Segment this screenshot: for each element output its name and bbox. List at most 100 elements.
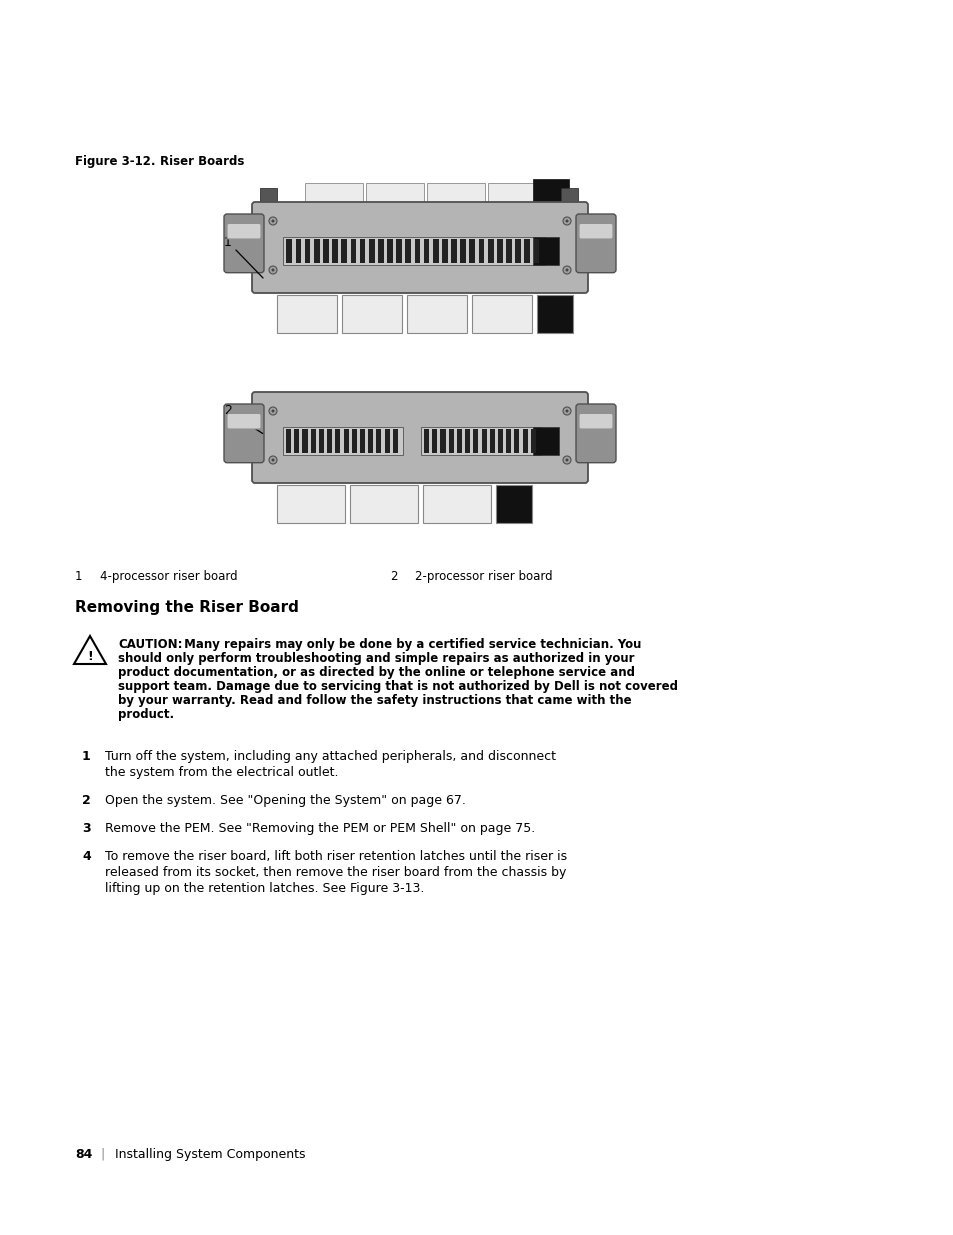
Text: should only perform troubleshooting and simple repairs as authorized in your: should only perform troubleshooting and …: [118, 652, 634, 664]
Bar: [465, 430, 470, 452]
Bar: [514, 430, 519, 452]
Bar: [327, 430, 332, 452]
Circle shape: [565, 268, 568, 272]
Bar: [332, 240, 337, 263]
Text: 3: 3: [82, 823, 91, 835]
Circle shape: [272, 458, 274, 462]
Bar: [304, 240, 310, 263]
Bar: [515, 240, 520, 263]
Bar: [537, 295, 573, 333]
Circle shape: [562, 408, 571, 415]
Circle shape: [272, 220, 274, 222]
Bar: [283, 237, 544, 264]
Bar: [415, 240, 420, 263]
Circle shape: [269, 456, 276, 464]
Bar: [432, 430, 437, 452]
Circle shape: [269, 408, 276, 415]
Bar: [335, 430, 340, 452]
Bar: [318, 430, 324, 452]
Bar: [422, 485, 491, 522]
Bar: [311, 430, 315, 452]
Bar: [560, 188, 578, 203]
Text: 2: 2: [390, 571, 397, 583]
Text: product documentation, or as directed by the online or telephone service and: product documentation, or as directed by…: [118, 666, 635, 679]
Text: support team. Damage due to servicing that is not authorized by Dell is not cove: support team. Damage due to servicing th…: [118, 680, 678, 693]
Bar: [441, 240, 447, 263]
Bar: [295, 240, 301, 263]
Bar: [427, 183, 484, 205]
Text: 2: 2: [224, 404, 232, 416]
Text: |: |: [100, 1149, 104, 1161]
Circle shape: [565, 220, 568, 222]
Bar: [314, 240, 319, 263]
Text: the system from the electrical outlet.: the system from the electrical outlet.: [105, 766, 338, 779]
Circle shape: [269, 217, 276, 225]
Bar: [302, 430, 307, 452]
Bar: [276, 295, 336, 333]
Bar: [420, 427, 540, 454]
Bar: [460, 240, 466, 263]
Bar: [366, 183, 423, 205]
Text: Figure 3-12.: Figure 3-12.: [75, 156, 155, 168]
Bar: [497, 240, 502, 263]
Polygon shape: [74, 636, 106, 664]
Text: 2: 2: [82, 794, 91, 806]
Text: 2-processor riser board: 2-processor riser board: [415, 571, 552, 583]
Bar: [524, 240, 530, 263]
Bar: [473, 430, 478, 452]
Circle shape: [562, 217, 571, 225]
Bar: [496, 485, 532, 522]
Bar: [472, 295, 532, 333]
Bar: [522, 430, 527, 452]
Bar: [283, 427, 402, 454]
Bar: [506, 240, 511, 263]
Bar: [533, 237, 558, 264]
Text: Installing System Components: Installing System Components: [115, 1149, 305, 1161]
Text: 1: 1: [82, 750, 91, 763]
Bar: [352, 430, 356, 452]
Circle shape: [272, 268, 274, 272]
Bar: [530, 430, 536, 452]
Bar: [405, 240, 411, 263]
Bar: [489, 430, 495, 452]
Bar: [384, 430, 389, 452]
Bar: [533, 179, 568, 209]
Bar: [424, 430, 429, 452]
Bar: [260, 188, 276, 203]
FancyBboxPatch shape: [578, 224, 613, 240]
Bar: [533, 427, 558, 454]
Bar: [448, 430, 454, 452]
Circle shape: [565, 410, 568, 412]
Bar: [423, 240, 429, 263]
Bar: [488, 183, 545, 205]
Text: Removing the Riser Board: Removing the Riser Board: [75, 600, 298, 615]
Text: Remove the PEM. See "Removing the PEM or PEM Shell" on page 75.: Remove the PEM. See "Removing the PEM or…: [105, 823, 535, 835]
Circle shape: [565, 458, 568, 462]
Circle shape: [272, 410, 274, 412]
Bar: [359, 240, 365, 263]
FancyBboxPatch shape: [227, 224, 261, 240]
Text: 4-processor riser board: 4-processor riser board: [100, 571, 237, 583]
FancyBboxPatch shape: [576, 404, 616, 463]
Text: 4: 4: [82, 850, 91, 863]
Bar: [286, 240, 292, 263]
Bar: [469, 240, 475, 263]
Bar: [387, 240, 393, 263]
Bar: [487, 240, 493, 263]
Bar: [343, 430, 348, 452]
Text: released from its socket, then remove the riser board from the chassis by: released from its socket, then remove th…: [105, 866, 566, 879]
Circle shape: [269, 266, 276, 274]
FancyBboxPatch shape: [224, 214, 264, 273]
FancyBboxPatch shape: [227, 414, 261, 429]
Bar: [305, 183, 363, 205]
Circle shape: [562, 266, 571, 274]
Text: 1: 1: [224, 236, 232, 249]
Bar: [368, 430, 373, 452]
Text: To remove the riser board, lift both riser retention latches until the riser is: To remove the riser board, lift both ris…: [105, 850, 566, 863]
Bar: [393, 430, 397, 452]
Bar: [506, 430, 511, 452]
Bar: [323, 240, 329, 263]
FancyBboxPatch shape: [576, 214, 616, 273]
Text: CAUTION:: CAUTION:: [118, 638, 182, 651]
Bar: [451, 240, 456, 263]
